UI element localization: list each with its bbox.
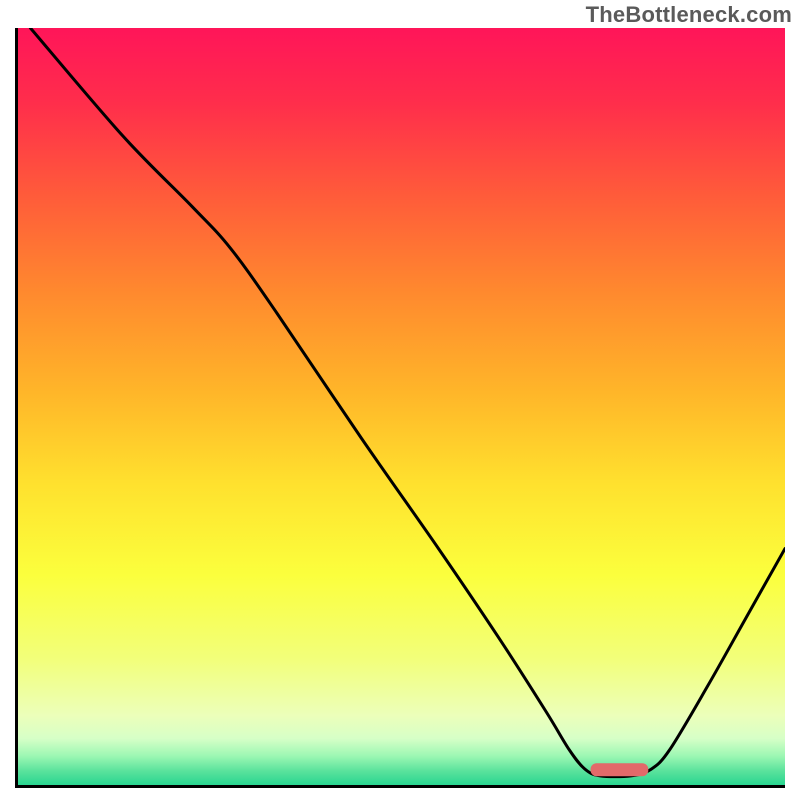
chart-frame [15,28,785,788]
optimal-marker [591,763,649,776]
bottleneck-chart [15,28,785,788]
watermark-text: TheBottleneck.com [586,2,792,28]
chart-container: TheBottleneck.com [0,0,800,800]
gradient-background [15,28,785,788]
